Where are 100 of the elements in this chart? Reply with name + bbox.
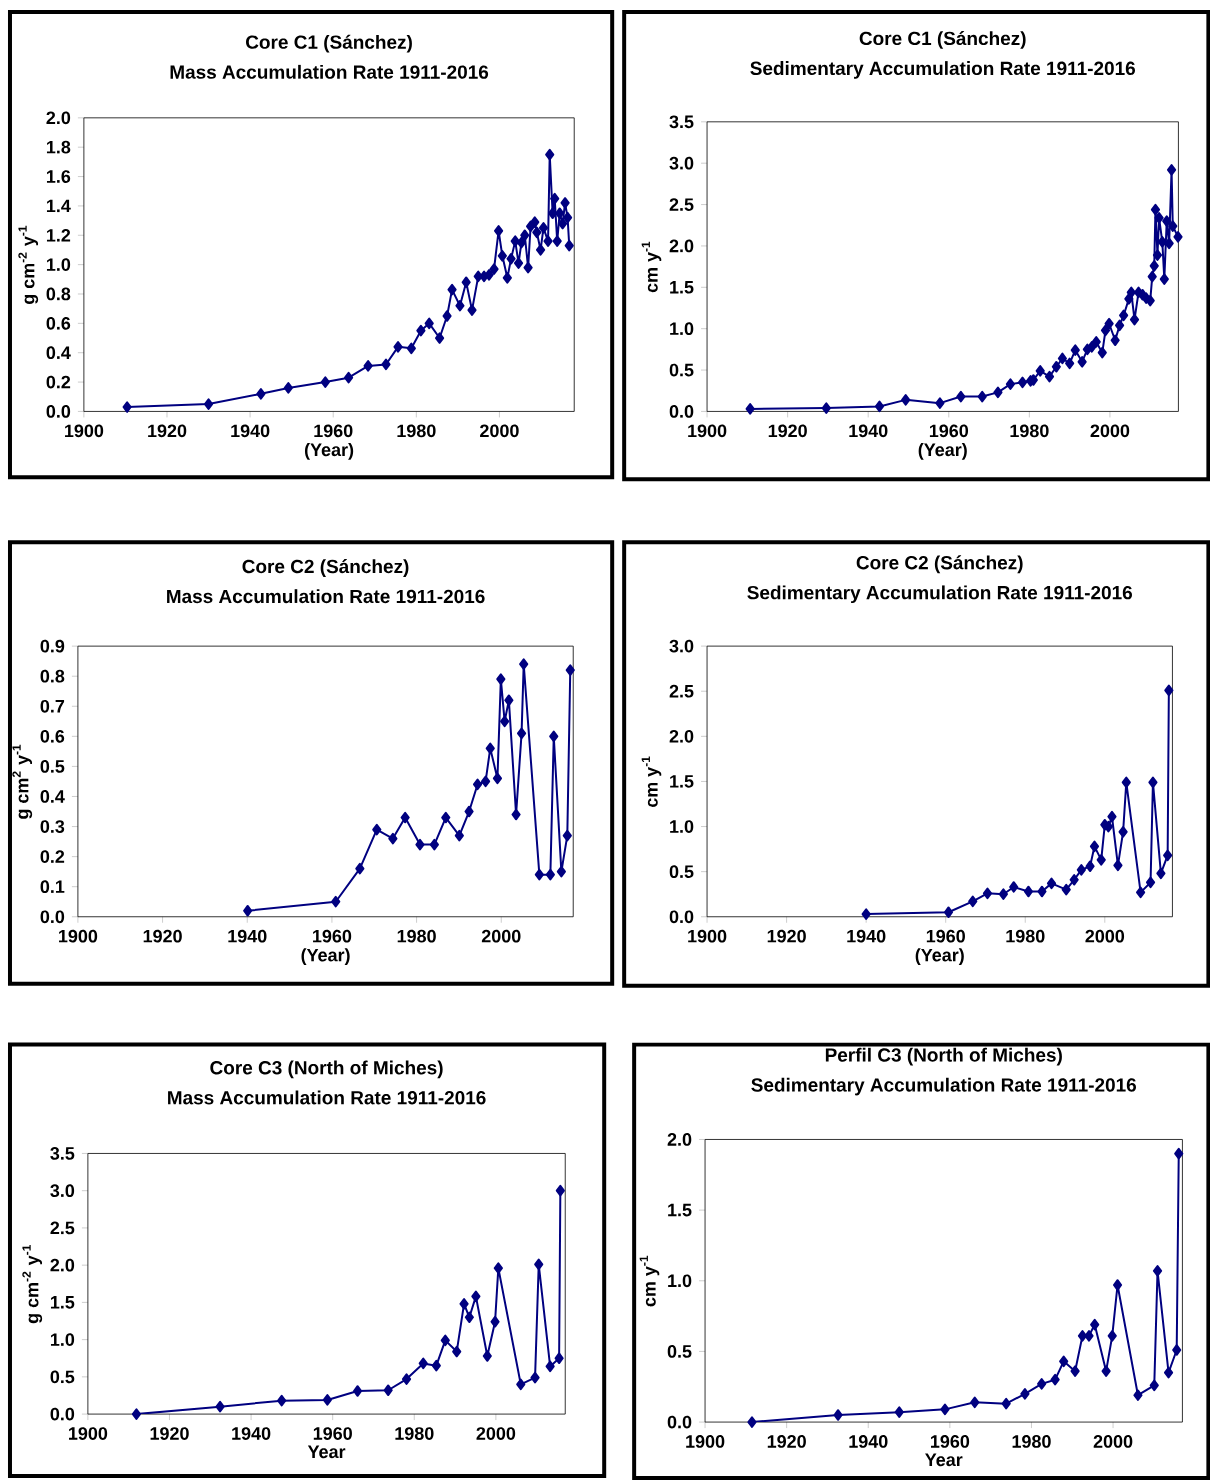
y-tick-label: 3.5 [50, 1147, 75, 1160]
y-axis-title: cm y$^{-1}$ [639, 1255, 660, 1307]
x-tick-label: 1980 [1012, 1435, 1051, 1448]
x-tick-label: 1940 [849, 424, 888, 438]
x-tick-label: 1900 [58, 929, 97, 943]
x-tick-label: 1900 [688, 424, 727, 438]
y-tick-label: 0.2 [46, 375, 70, 389]
y-tick-label: 1.4 [46, 199, 71, 213]
y-tick-label: 0.5 [669, 865, 694, 879]
y-tick-label: 3.0 [669, 639, 694, 653]
x-tick-label: 1920 [767, 929, 806, 943]
y-tick-label: 2.5 [50, 1221, 75, 1235]
y-tick-label: 0.8 [40, 669, 65, 683]
y-tick-label: 1.0 [669, 322, 694, 336]
chart-title: Core C2 (Sánchez) [856, 555, 1023, 574]
chart-title: Core C1 (Sánchez) [245, 34, 412, 53]
x-tick-label: 1960 [312, 929, 351, 943]
y-tick-label: 1.5 [669, 281, 694, 294]
x-tick-label: 1960 [314, 424, 353, 438]
y-axis-title: g cm$^{-2}$ y$^{-1}$ [22, 1244, 42, 1324]
x-tick-label: 1980 [397, 424, 436, 438]
y-tick-label: 1.5 [50, 1296, 75, 1309]
y-tick-label: 0.0 [669, 405, 694, 418]
y-tick-label: 0.4 [46, 346, 71, 360]
y-tick-label: 1.2 [46, 228, 70, 242]
y-tick-label: 0.0 [669, 910, 694, 924]
x-tick-label: 1920 [143, 929, 182, 943]
y-axis-title: cm y$^{-1}$ [641, 241, 662, 293]
chart-subtitle: Sedimentary Accumulation Rate 1911-2016 [750, 61, 1135, 79]
y-tick-label: 0.1 [40, 880, 65, 894]
y-tick-label: 1.6 [46, 170, 70, 183]
y-tick-label: 0.2 [40, 850, 64, 863]
x-tick-label: 1900 [686, 1435, 725, 1448]
chart-subtitle: Mass Accumulation Rate 1911-2016 [167, 1090, 486, 1105]
x-tick-label: 1980 [395, 1427, 434, 1440]
y-axis-title: g cm$^{-2}$ y$^{-1}$ [18, 225, 38, 304]
x-tick-label: 1920 [150, 1427, 189, 1440]
y-tick-label: 2.0 [669, 239, 694, 253]
y-tick-label: 0.3 [40, 820, 64, 833]
x-tick-label: 1940 [231, 424, 270, 438]
x-tick-label: 1960 [926, 929, 965, 943]
x-tick-label: 2000 [1090, 424, 1129, 438]
x-tick-label: 1960 [929, 424, 968, 438]
y-tick-label: 1.0 [669, 820, 694, 833]
chart-subtitle: Mass Accumulation Rate 1911-2016 [166, 589, 485, 604]
x-tick-label: 1940 [232, 1427, 271, 1440]
y-tick-label: 0.6 [46, 316, 70, 330]
x-tick-label: 1980 [1010, 424, 1049, 438]
chart-subtitle: Mass Accumulation Rate 1911-2016 [170, 64, 488, 79]
chart-title: Core C3 (North of Miches) [210, 1060, 443, 1079]
y-tick-label: 2.0 [667, 1133, 692, 1146]
x-tick-label: 1960 [930, 1435, 969, 1448]
x-tick-label: 2000 [476, 1427, 515, 1440]
y-tick-label: 0.0 [50, 1407, 74, 1421]
x-tick-label: 1980 [1006, 929, 1045, 943]
chart-subtitle: Sedimentary Accumulation Rate 1911-2016 [747, 585, 1132, 604]
y-tick-label: 3.5 [669, 115, 694, 129]
x-tick-label: 1940 [847, 929, 886, 943]
y-tick-label: 1.0 [50, 1333, 74, 1346]
chart-title: Core C1 (Sánchez) [859, 31, 1026, 49]
x-axis-title: (Year) [918, 442, 967, 460]
y-tick-label: 0.7 [40, 699, 64, 713]
y-axis-title: g cm$^{2}$ y$^{-1}$ [12, 744, 32, 819]
y-tick-label: 0.9 [40, 639, 64, 653]
x-tick-label: 1900 [64, 424, 103, 438]
y-tick-label: 2.0 [46, 111, 70, 125]
x-tick-label: 2000 [1085, 929, 1124, 943]
y-tick-label: 0.8 [46, 287, 71, 301]
y-tick-label: 0.5 [667, 1345, 692, 1358]
y-tick-label: 0.5 [40, 760, 65, 773]
x-axis-title: (Year) [915, 948, 964, 965]
x-tick-label: 2000 [479, 424, 519, 438]
y-tick-label: 0.4 [40, 790, 65, 803]
x-tick-label: 1940 [849, 1435, 888, 1448]
y-tick-label: 1.5 [669, 775, 694, 788]
x-axis-title: (Year) [301, 948, 350, 965]
y-tick-label: 2.5 [669, 198, 694, 211]
x-tick-label: 1900 [68, 1427, 107, 1440]
chart-title: Perfil C3 (North of Miches) [825, 1047, 1062, 1066]
y-axis-title: cm y$^{-1}$ [641, 756, 662, 808]
y-tick-label: 2.0 [50, 1258, 74, 1272]
y-tick-label: 0.6 [40, 729, 64, 743]
x-axis-title: Year [307, 1445, 346, 1459]
x-axis-title: Year [924, 1453, 963, 1467]
y-tick-label: 3.0 [50, 1184, 74, 1198]
y-tick-label: 0.5 [50, 1370, 75, 1384]
x-tick-label: 1980 [397, 929, 436, 943]
y-tick-label: 2.0 [669, 729, 694, 743]
y-tick-label: 2.5 [669, 684, 694, 698]
x-tick-label: 2000 [1093, 1435, 1133, 1448]
y-tick-label: 0.0 [667, 1415, 692, 1429]
x-tick-label: 2000 [481, 929, 521, 943]
y-tick-label: 1.0 [46, 258, 70, 271]
y-tick-label: 3.0 [669, 156, 694, 170]
y-tick-label: 1.0 [667, 1274, 692, 1288]
y-tick-label: 1.5 [667, 1203, 692, 1217]
chart-title: Core C2 (Sánchez) [242, 559, 409, 577]
x-tick-label: 1920 [767, 1435, 806, 1448]
x-tick-label: 1920 [768, 424, 807, 438]
x-tick-label: 1960 [313, 1427, 352, 1440]
